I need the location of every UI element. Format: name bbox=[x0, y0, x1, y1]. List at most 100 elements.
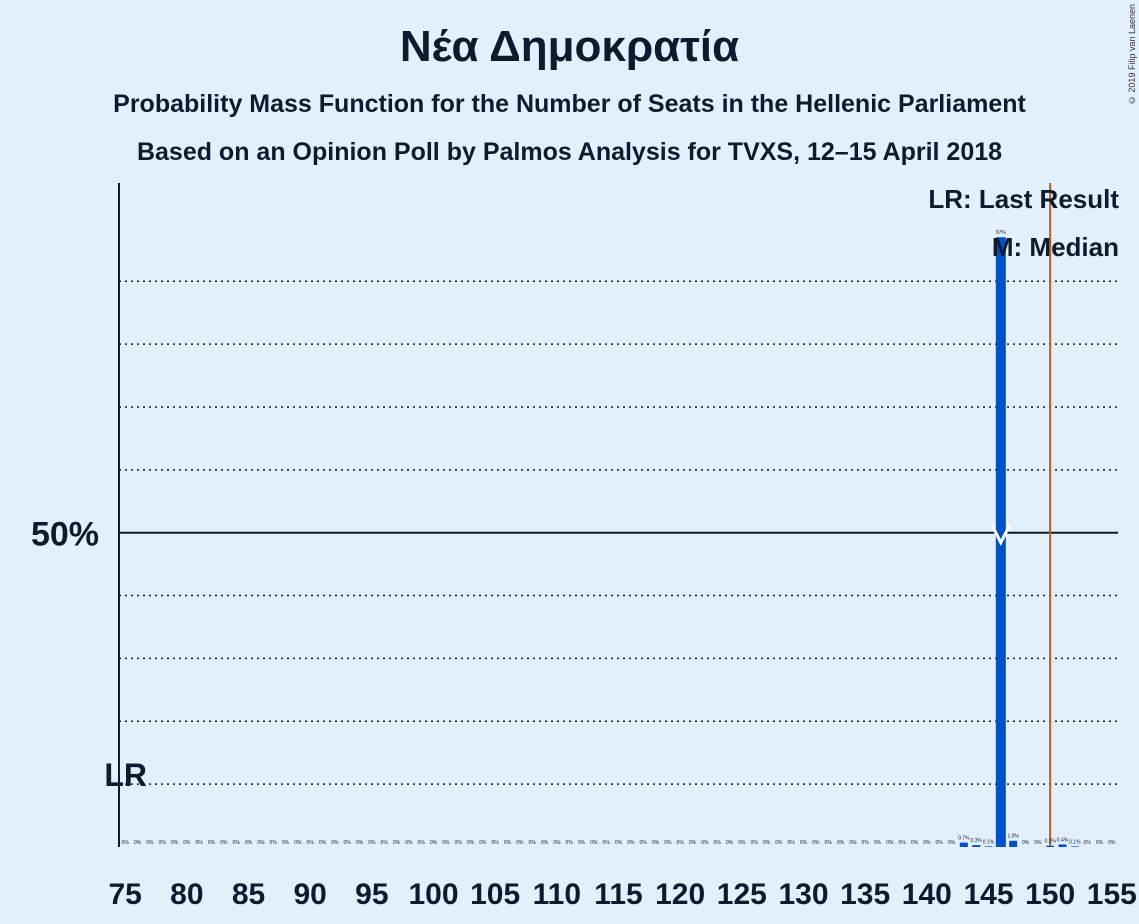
bar-value-label: 0% bbox=[442, 840, 450, 846]
bar-value-label: 0% bbox=[788, 840, 796, 846]
bar-value-label: 0% bbox=[134, 840, 142, 846]
x-tick-label: 110 bbox=[533, 878, 581, 911]
bar-value-label: 0% bbox=[541, 840, 549, 846]
bar-value-label: 0.7% bbox=[958, 836, 970, 842]
bar-value-label: 0% bbox=[233, 840, 241, 846]
x-tick-label: 95 bbox=[355, 878, 388, 911]
x-tick-label: 120 bbox=[655, 878, 705, 911]
bar-value-label: 0.1% bbox=[983, 839, 995, 845]
bar-value-label: 0% bbox=[492, 840, 500, 846]
bar-value-label: 0% bbox=[874, 840, 882, 846]
bar-value-label: 0% bbox=[270, 840, 278, 846]
x-tick-label: 115 bbox=[594, 878, 642, 911]
bar-value-label: 0% bbox=[701, 840, 709, 846]
bar-value-label: 0% bbox=[911, 840, 919, 846]
bar-seat-151 bbox=[1058, 844, 1067, 847]
bar-seat-144 bbox=[972, 845, 981, 847]
x-tick-label: 135 bbox=[840, 878, 890, 911]
bar-value-label: 0% bbox=[837, 840, 845, 846]
bar-value-label: 0.3% bbox=[970, 838, 982, 844]
x-tick-label: 130 bbox=[778, 878, 828, 911]
bar-value-label: 0% bbox=[307, 840, 315, 846]
bar-value-label: 0% bbox=[886, 840, 894, 846]
bar-value-label: 97% bbox=[996, 230, 1007, 236]
bar-value-label: 0% bbox=[923, 840, 931, 846]
bar-value-label: 0% bbox=[381, 840, 389, 846]
bar-value-label: 0% bbox=[652, 840, 660, 846]
x-tick-label: 150 bbox=[1025, 878, 1075, 911]
bar-value-label: 0% bbox=[553, 840, 561, 846]
bar-value-label: 0% bbox=[122, 840, 130, 846]
bar-value-label: 0% bbox=[640, 840, 648, 846]
bar-value-label: 0% bbox=[899, 840, 907, 846]
bar-value-label: 0% bbox=[763, 840, 771, 846]
bar-value-label: 0% bbox=[726, 840, 734, 846]
chart-subtitle-source: Based on an Opinion Poll by Palmos Analy… bbox=[136, 138, 1003, 166]
bar-value-label: 0% bbox=[862, 840, 870, 846]
bar-value-label: 0% bbox=[294, 840, 302, 846]
median-marker bbox=[990, 524, 1012, 547]
bar-value-label: 0% bbox=[566, 840, 574, 846]
bar-value-label: 0% bbox=[171, 840, 179, 846]
bar-value-label: 0% bbox=[936, 840, 944, 846]
bar-value-label: 0% bbox=[418, 840, 426, 846]
bar-value-label: 0% bbox=[516, 840, 524, 846]
bar-value-label: 0% bbox=[578, 840, 586, 846]
bar-value-label: 0% bbox=[257, 840, 265, 846]
bar-value-label: 0% bbox=[455, 840, 463, 846]
x-tick-label: 90 bbox=[293, 878, 326, 911]
bar-seat-152 bbox=[1070, 846, 1079, 847]
bar-value-label: 0% bbox=[1096, 840, 1104, 846]
bar-value-label: 0% bbox=[245, 840, 253, 846]
x-tick-label: 75 bbox=[108, 878, 141, 911]
bar-value-label: 0% bbox=[282, 840, 290, 846]
bar-value-label: 0% bbox=[196, 840, 204, 846]
chart-subtitle: Probability Mass Function for the Number… bbox=[113, 90, 1026, 118]
bar-value-label: 0% bbox=[800, 840, 808, 846]
x-tick-label: 145 bbox=[963, 878, 1013, 911]
bar-value-label: 0% bbox=[590, 840, 598, 846]
bar-value-label: 0% bbox=[479, 840, 487, 846]
bar-value-label: 0.1% bbox=[1069, 839, 1081, 845]
bar-seat-143 bbox=[959, 842, 968, 847]
bar-value-label: 0% bbox=[825, 840, 833, 846]
bar-value-label: 0% bbox=[504, 840, 512, 846]
bar-value-label: 0% bbox=[146, 840, 154, 846]
x-tick-label: 80 bbox=[170, 878, 203, 911]
bar-value-label: 0% bbox=[714, 840, 722, 846]
bar-seat-145 bbox=[984, 846, 993, 847]
bar-value-label: 0% bbox=[751, 840, 759, 846]
bar-value-label: 1.0% bbox=[1007, 834, 1019, 840]
x-tick-label: 105 bbox=[470, 878, 520, 911]
bar-value-label: 0% bbox=[615, 840, 623, 846]
bar-value-label: 0% bbox=[183, 840, 191, 846]
bar-value-label: 0% bbox=[393, 840, 401, 846]
bar-value-label: 0% bbox=[1108, 840, 1116, 846]
bar-value-label: 0% bbox=[603, 840, 611, 846]
bar-value-label: 0% bbox=[467, 840, 475, 846]
x-tick-label: 140 bbox=[902, 878, 952, 911]
x-tick-label: 85 bbox=[232, 878, 265, 911]
x-tick-label: 125 bbox=[717, 878, 767, 911]
bar-value-label: 0% bbox=[1034, 840, 1042, 846]
y-axis-label-50: 50% bbox=[31, 516, 99, 554]
legend-last-result: LR: Last Result bbox=[928, 184, 1119, 214]
bar-value-label: 0% bbox=[368, 840, 376, 846]
bar-value-label: 0% bbox=[159, 840, 167, 846]
bar-value-label: 0% bbox=[948, 840, 956, 846]
bar-value-label: 0% bbox=[738, 840, 746, 846]
bar-seat-150 bbox=[1046, 845, 1055, 847]
bar-value-label: 0% bbox=[208, 840, 216, 846]
bar-value-label: 0% bbox=[775, 840, 783, 846]
bar-value-label: 0% bbox=[627, 840, 635, 846]
bar-value-label: 0.2% bbox=[1044, 839, 1056, 845]
bar-value-label: 0% bbox=[331, 840, 339, 846]
bar-value-label: 0% bbox=[1022, 840, 1030, 846]
legend-median: M: Median bbox=[991, 232, 1119, 262]
bar-value-label: 0% bbox=[220, 840, 228, 846]
bar-value-label: 0% bbox=[689, 840, 697, 846]
bar-value-label: 0% bbox=[1084, 840, 1092, 846]
bar-value-label: 0% bbox=[356, 840, 364, 846]
bar-value-label: 0% bbox=[664, 840, 672, 846]
